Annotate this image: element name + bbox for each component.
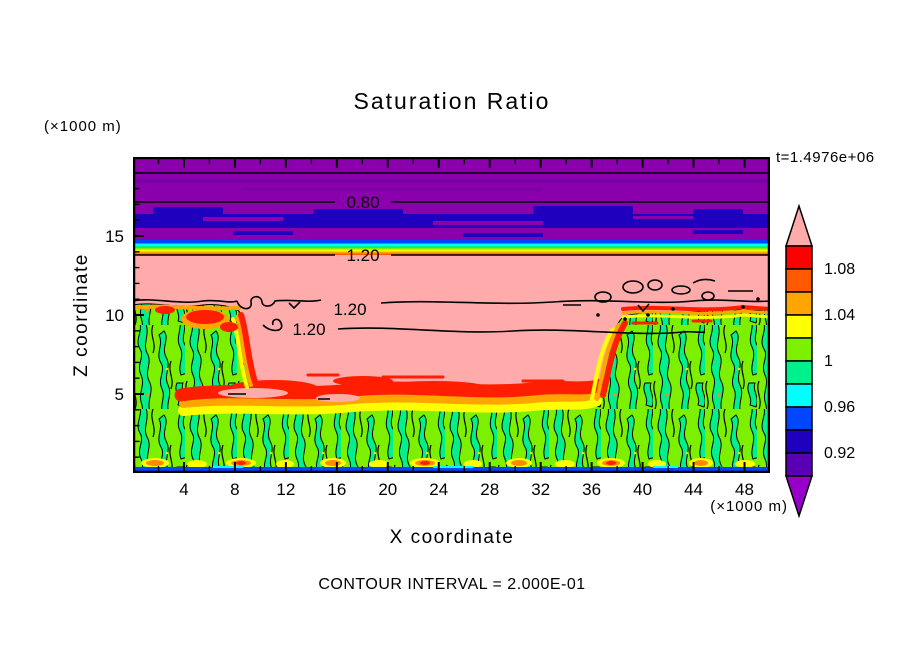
x-tick-label: 4 (179, 480, 189, 499)
colorbar-segment (785, 452, 813, 477)
contour-label-120a: 1.20 (346, 246, 379, 265)
colorbar-segment (785, 406, 813, 431)
time-annotation: t=1.4976e+06 (776, 149, 875, 166)
x-axis-title: X coordinate (389, 527, 515, 548)
colorbar-segment (785, 337, 813, 362)
colorbar-tick-label: 0.96 (824, 399, 855, 416)
colorbar-segment (785, 360, 813, 385)
bottom-blue-strip (133, 467, 770, 472)
y-axis-title: Z coordinate (71, 253, 92, 377)
contour-interval-note: CONTOUR INTERVAL = 2.000E-01 (318, 576, 586, 593)
x-axis-unit-label: (×1000 m) (710, 498, 788, 515)
x-tick-label: 24 (429, 480, 449, 499)
colorbar-segment (785, 383, 813, 408)
left-fringe-blobs (155, 306, 238, 332)
x-tick-label: 36 (582, 480, 602, 499)
colorbar-tick-label: 1.04 (824, 307, 855, 324)
colorbar-segment (785, 291, 813, 316)
left-fringe (133, 304, 258, 389)
bottom-edge-blobs (133, 458, 770, 472)
rainbow-gradient-strips (133, 240, 770, 255)
x-tick-label: 20 (378, 480, 398, 499)
plot-border (133, 157, 770, 473)
colorbar-segment (785, 429, 813, 454)
colorbar: 1.08 1.04 1 0.96 0.92 (784, 203, 855, 519)
colorbar-tick-label: 0.92 (824, 445, 855, 462)
x-tick-label: 32 (531, 480, 551, 499)
x-tick-label: 48 (735, 480, 754, 499)
purple-top-band (133, 157, 770, 241)
contour-label-120c: 1.20 (292, 320, 325, 339)
chart-title: Saturation Ratio (353, 88, 551, 114)
contour-label-group: 0.80 1.20 1.20 1.20 (292, 193, 379, 339)
x-tick-label: 16 (327, 480, 347, 499)
y-tick-label: 5 (114, 385, 124, 404)
contour-squiggles (563, 278, 760, 321)
contour-label-080: 0.80 (346, 193, 379, 212)
contour-plot: 0.80 1.20 1.20 1.20 (133, 157, 770, 473)
x-tick-label: 44 (684, 480, 703, 499)
y-axis-unit-label: (×1000 m) (44, 118, 122, 135)
colorbar-tick-label: 1.08 (824, 261, 855, 278)
colorbar-arrow-top (784, 203, 814, 247)
x-tick-label: 40 (633, 480, 653, 499)
colorbar-segment (785, 268, 813, 293)
contour-label-120b: 1.20 (333, 300, 366, 319)
colorbar-arrow-bottom (784, 475, 814, 519)
y-tick-label: 15 (105, 227, 124, 246)
x-tick-label: 28 (480, 480, 500, 499)
x-tick-label: 8 (230, 480, 240, 499)
x-tick-label: 12 (276, 480, 296, 499)
axis-tick-marks (135, 159, 746, 471)
colorbar-tick-label: 1 (824, 353, 833, 370)
contour-lines (133, 172, 770, 335)
colorbar-segment (785, 314, 813, 339)
y-tick-label: 10 (105, 306, 124, 325)
colorbar-segment (785, 245, 813, 270)
